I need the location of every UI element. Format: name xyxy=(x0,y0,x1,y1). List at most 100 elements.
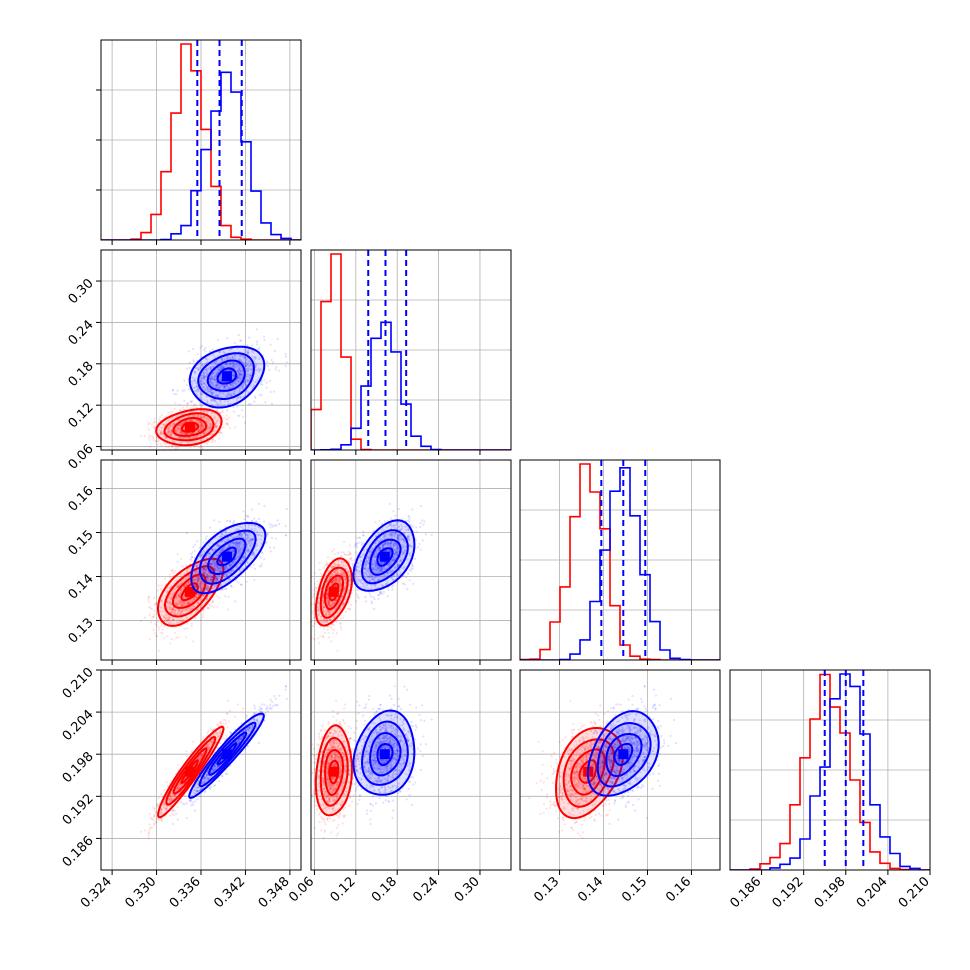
scatter-point xyxy=(171,389,174,392)
scatter-point xyxy=(211,348,214,351)
scatter-point xyxy=(163,442,166,445)
scatter-point xyxy=(284,355,288,358)
scatter-point xyxy=(186,401,189,405)
scatter-point xyxy=(259,383,262,386)
scatter-point xyxy=(204,537,207,541)
scatter-point xyxy=(217,366,220,369)
scatter-point xyxy=(207,386,210,389)
scatter-point xyxy=(176,621,179,624)
scatter-point xyxy=(253,517,256,520)
scatter-point xyxy=(165,445,168,448)
scatter-point xyxy=(319,635,322,638)
scatter-point xyxy=(167,430,170,433)
scatter-point xyxy=(170,434,173,437)
scatter-point xyxy=(205,417,208,420)
scatter-point xyxy=(209,391,213,394)
scatter-point xyxy=(204,383,207,386)
scatter-point xyxy=(149,445,152,448)
scatter-point xyxy=(150,422,153,426)
scatter-point xyxy=(207,607,210,610)
scatter-point xyxy=(227,416,231,419)
scatter-point xyxy=(210,389,213,392)
scatter-point xyxy=(344,610,347,614)
scatter-point xyxy=(252,563,255,566)
scatter-point xyxy=(201,447,204,450)
scatter-point xyxy=(239,355,242,358)
scatter-point xyxy=(242,386,245,389)
scatter-point xyxy=(196,386,199,389)
scatter-point xyxy=(173,445,176,448)
scatter-point xyxy=(171,440,174,443)
scatter-point xyxy=(189,400,192,403)
scatter-point xyxy=(179,408,182,411)
scatter-point xyxy=(209,377,212,380)
scatter-point xyxy=(212,430,215,433)
scatter-point xyxy=(206,402,209,405)
scatter-point xyxy=(176,593,180,597)
scatter-point xyxy=(257,348,260,351)
scatter-point xyxy=(269,546,272,549)
scatter-point xyxy=(258,394,261,397)
scatter-point xyxy=(233,356,236,359)
scatter-point xyxy=(213,429,216,432)
scatter-point xyxy=(220,367,223,370)
scatter-point xyxy=(200,423,203,426)
scatter-point xyxy=(185,420,188,423)
scatter-point xyxy=(218,368,221,371)
scatter-point xyxy=(232,392,235,395)
scatter-point xyxy=(242,355,245,359)
scatter-point xyxy=(219,411,222,415)
scatter-point xyxy=(266,532,269,535)
scatter-point xyxy=(249,374,252,377)
scatter-point xyxy=(202,613,205,616)
scatter-point xyxy=(202,377,205,380)
scatter-point xyxy=(200,424,203,427)
scatter-point xyxy=(202,433,205,436)
scatter-point xyxy=(247,373,250,376)
scatter-point xyxy=(168,428,171,431)
scatter-point xyxy=(197,419,200,422)
scatter-point xyxy=(206,426,209,429)
scatter-point xyxy=(204,368,208,371)
scatter-point xyxy=(158,628,161,631)
scatter-point xyxy=(247,403,251,406)
scatter-point xyxy=(205,399,208,402)
scatter-point xyxy=(223,358,226,361)
scatter-point xyxy=(165,432,168,435)
scatter-point xyxy=(179,425,182,428)
scatter-point xyxy=(208,526,212,529)
scatter-point xyxy=(175,445,178,448)
scatter-point xyxy=(200,445,203,448)
scatter-point xyxy=(218,368,221,371)
scatter-point xyxy=(222,365,226,368)
scatter-point xyxy=(160,444,163,448)
scatter-point xyxy=(275,365,278,369)
scatter-point xyxy=(226,422,229,425)
scatter-point xyxy=(182,408,185,411)
scatter-point xyxy=(160,631,163,634)
scatter-point xyxy=(220,358,223,361)
scatter-point xyxy=(173,392,176,396)
scatter-point xyxy=(218,386,221,389)
scatter-point xyxy=(270,402,274,405)
scatter-point xyxy=(173,423,176,426)
scatter-point xyxy=(192,379,195,382)
scatter-point xyxy=(197,368,200,372)
scatter-point xyxy=(247,375,250,378)
scatter-point xyxy=(213,400,216,403)
scatter-point xyxy=(185,384,188,387)
scatter-point xyxy=(164,436,168,439)
scatter-point xyxy=(246,364,249,367)
scatter-point xyxy=(180,422,183,425)
scatter-point xyxy=(232,363,235,366)
scatter-point xyxy=(148,638,151,641)
scatter-point xyxy=(223,385,226,388)
scatter-point xyxy=(197,389,200,392)
scatter-point xyxy=(215,359,218,363)
scatter-point xyxy=(211,411,214,414)
scatter-point xyxy=(194,426,197,429)
scatter-point xyxy=(164,436,167,440)
scatter-point xyxy=(271,361,274,364)
scatter-point xyxy=(143,616,146,619)
scatter-point xyxy=(188,367,191,370)
